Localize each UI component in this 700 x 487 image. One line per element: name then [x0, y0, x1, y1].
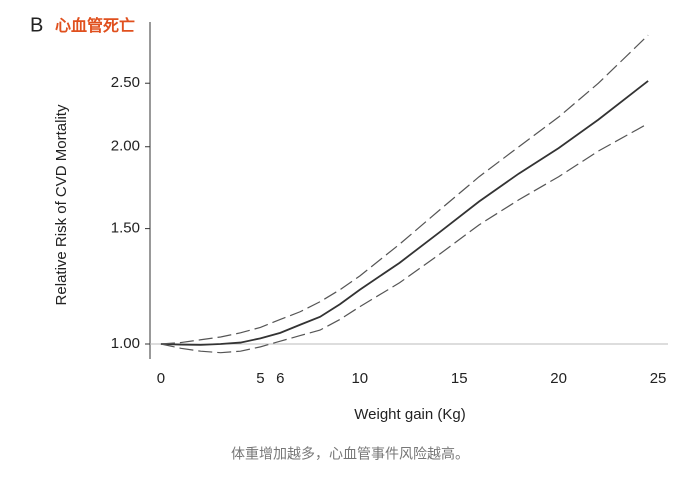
y-tick-label: 1.00 — [111, 335, 140, 352]
caption: 体重增加越多，心血管事件风险越高。 — [231, 446, 469, 462]
x-tick-label: 20 — [550, 370, 567, 387]
line-series — [160, 80, 649, 346]
chart-title: 心血管死亡 — [55, 16, 135, 35]
y-tick-label: 2.50 — [111, 74, 140, 91]
x-axis-label: Weight gain (Kg) — [354, 406, 465, 423]
y-axis-label: Relative Risk of CVD Mortality — [53, 104, 70, 305]
line-series — [160, 34, 649, 345]
line-series — [160, 122, 649, 354]
x-tick-label: 15 — [451, 370, 468, 387]
x-tick-label: 5 — [256, 370, 264, 387]
y-tick-label: 1.50 — [111, 220, 140, 237]
panel-label: B — [30, 14, 43, 36]
x-tick-label: 0 — [157, 370, 165, 387]
x-tick-label: 25 — [650, 370, 667, 387]
y-tick-label: 2.00 — [111, 138, 140, 155]
x-tick-label: 10 — [351, 370, 368, 387]
x-tick-label: 6 — [276, 370, 284, 387]
